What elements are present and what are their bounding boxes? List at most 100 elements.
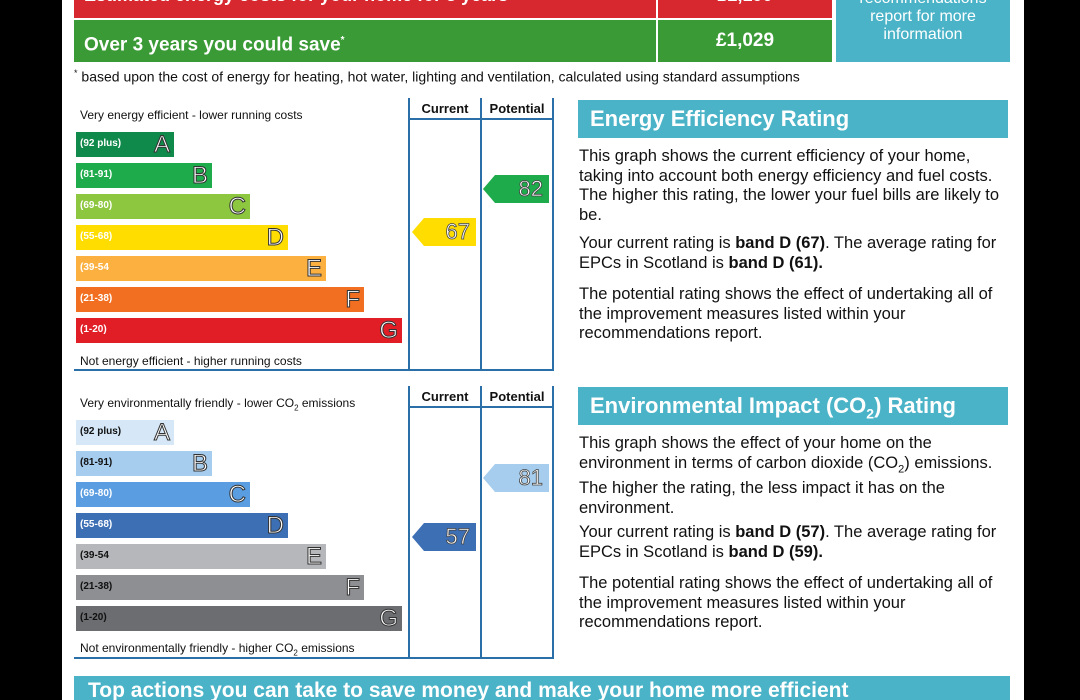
energy-current-band: band D (67) — [735, 234, 826, 252]
env-heading-b: ) Rating — [874, 393, 956, 418]
top-actions-heading: Top actions you can take to save money a… — [74, 676, 1010, 700]
env-heading-sub: 2 — [866, 405, 875, 422]
env-col-current: Current — [421, 389, 469, 404]
energy-col-line-1 — [408, 98, 410, 371]
energy-band-range: (39-54 — [80, 262, 109, 273]
energy-band-b: (81-91) B — [76, 162, 212, 189]
energy-current-shape — [412, 218, 476, 246]
env-potential-arrow: 81 — [483, 464, 549, 492]
env-col-line-2 — [480, 386, 482, 659]
energy-bottom-line — [74, 369, 554, 371]
energy-band-letter: E — [305, 255, 322, 282]
env-col-potential: Potential — [489, 389, 545, 404]
savings-value: £1,029 — [658, 20, 832, 62]
energy-band-range: (1-20) — [80, 324, 107, 335]
env-band-e: (39-54 E — [76, 543, 326, 570]
energy-band-range: (92 plus) — [80, 138, 122, 149]
energy-potential-arrow: 82 — [483, 175, 549, 203]
energy-band-letter: F — [345, 286, 361, 313]
env-average-band: band D (59). — [728, 542, 823, 561]
energy-band-range: (21-38) — [80, 293, 113, 304]
env-current-shape — [412, 523, 476, 551]
energy-band-letter: C — [228, 193, 246, 220]
energy-band-letter: D — [266, 224, 284, 251]
energy-current-value: 67 — [445, 219, 470, 245]
energy-bottom-label: Not energy efficient - higher running co… — [80, 354, 302, 368]
env-current-arrow: 57 — [412, 523, 476, 551]
estimated-costs-label: Estimated energy costs for your home for… — [74, 0, 656, 18]
env-band-letter: B — [191, 450, 208, 477]
energy-band-d: (55-68) D — [76, 224, 288, 251]
epc-page: Estimated energy costs for your home for… — [62, 0, 1024, 700]
env-para-1: This graph shows the effect of your home… — [579, 434, 1009, 518]
energy-band-range: (55-68) — [80, 231, 113, 242]
env-band-range: (39-54 — [80, 550, 109, 561]
energy-header-line — [408, 118, 554, 120]
footnote-text: based upon the cost of energy for heatin… — [81, 68, 800, 85]
env-col-line-3 — [552, 386, 554, 659]
env-band-letter: F — [345, 574, 361, 601]
recommendations-line-3: information — [883, 26, 963, 43]
env-top-label-end: emissions — [298, 396, 356, 410]
energy-band-letter: A — [153, 131, 170, 158]
energy-rating-heading: Energy Efficiency Rating — [578, 100, 1008, 138]
env-para-3: The potential rating shows the effect of… — [579, 574, 993, 631]
env-band-letter: C — [228, 481, 246, 508]
env-header-line — [408, 406, 554, 408]
energy-average-band: band D (61). — [728, 253, 823, 272]
env-bottom-label: Not environmentally friendly - higher CO… — [80, 641, 355, 657]
energy-col-potential: Potential — [489, 101, 545, 116]
energy-band-a: (92 plus) A — [76, 131, 174, 158]
energy-col-line-2 — [480, 98, 482, 371]
environmental-impact-graph: Very environmentally friendly - lower CO… — [62, 386, 562, 661]
env-heading-a: Environmental Impact (CO — [590, 393, 867, 418]
env-band-b: (81-91) B — [76, 450, 212, 477]
energy-band-range: (69-80) — [80, 200, 113, 211]
energy-band-c: (69-80) C — [76, 193, 250, 220]
env-band-g: (1-20) G — [76, 605, 402, 632]
savings-label: Over 3 years you could save* — [74, 20, 656, 62]
energy-para-1: This graph shows the current efficiency … — [579, 147, 1000, 224]
energy-efficiency-graph: Very energy efficient - lower running co… — [62, 98, 562, 373]
energy-potential-shape — [483, 175, 549, 203]
env-para-1-b: ) emissions. The higher the rating, the … — [579, 453, 993, 517]
energy-top-label: Very energy efficient - lower running co… — [80, 108, 303, 122]
env-band-letter: G — [379, 605, 399, 632]
footnote-marker: * — [74, 68, 78, 78]
env-para-2-c: . The average rating for EPCs in Scotlan… — [579, 523, 997, 561]
recommendations-line-2: report for more — [870, 8, 976, 25]
env-band-range: (1-20) — [80, 612, 107, 623]
energy-band-letter: G — [379, 317, 399, 344]
env-band-range: (21-38) — [80, 581, 113, 592]
env-band-f: (21-38) F — [76, 574, 364, 601]
env-top-label-sub: 2 — [294, 403, 299, 413]
env-band-letter: A — [153, 419, 170, 446]
recommendations-box[interactable]: recommendations report for more informat… — [836, 0, 1010, 62]
env-potential-shape — [483, 464, 549, 492]
energy-band-g: (1-20) G — [76, 317, 402, 344]
energy-para-2: Your current rating is band D (67). The … — [579, 234, 1009, 273]
env-para-1-a: This graph shows the effect of your home… — [579, 434, 932, 472]
env-band-range: (81-91) — [80, 457, 113, 468]
energy-band-range: (81-91) — [80, 169, 113, 180]
env-para-2-a: Your current rating is — [579, 523, 736, 541]
energy-potential-value: 82 — [518, 176, 543, 202]
env-top-label-text: Very environmentally friendly - lower CO — [80, 396, 295, 410]
env-current-value: 57 — [445, 524, 470, 550]
env-col-line-1 — [408, 386, 410, 659]
env-top-label: Very environmentally friendly - lower CO… — [80, 396, 355, 412]
env-bottom-line — [74, 657, 554, 659]
env-band-range: (55-68) — [80, 519, 113, 530]
energy-col-current: Current — [421, 101, 469, 116]
energy-para-2-a: Your current rating is — [579, 234, 736, 252]
env-band-d: (55-68) D — [76, 512, 288, 539]
env-bottom-label-sub: 2 — [293, 648, 298, 658]
env-para-1-sub: 2 — [898, 462, 905, 475]
energy-band-e: (39-54 E — [76, 255, 326, 282]
energy-para-3: The potential rating shows the effect of… — [579, 285, 993, 342]
env-band-range: (92 plus) — [80, 426, 122, 437]
env-para-2: Your current rating is band D (57). The … — [579, 523, 1009, 562]
env-band-c: (69-80) C — [76, 481, 250, 508]
env-band-range: (69-80) — [80, 488, 113, 499]
energy-band-f: (21-38) F — [76, 286, 364, 313]
